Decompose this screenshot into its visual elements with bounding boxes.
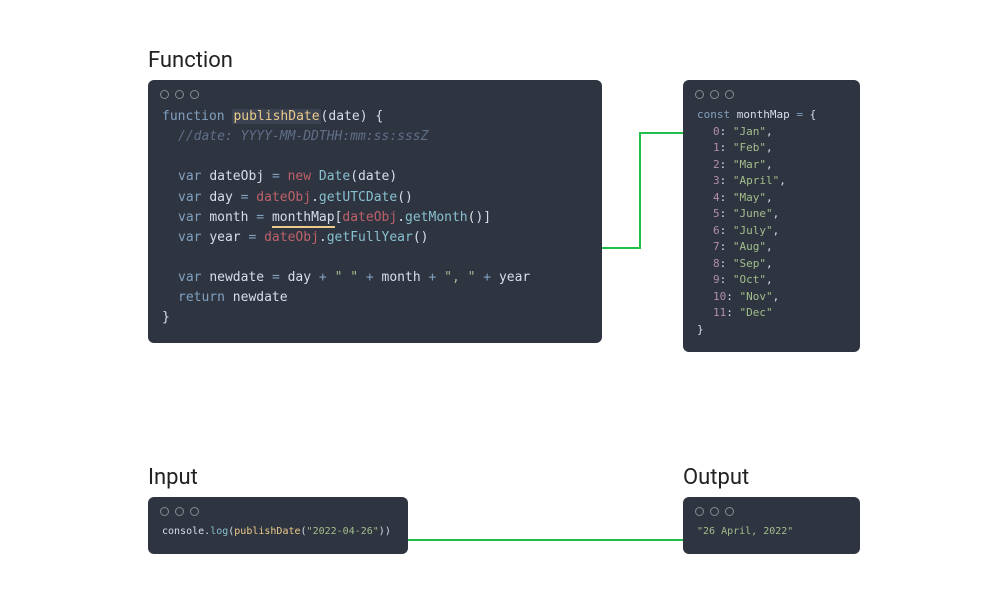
section-label-output: Output [683, 465, 749, 490]
window-dot-icon [725, 90, 734, 99]
code-body-function: function publishDate(date) {//date: YYYY… [148, 107, 602, 329]
code-body-monthmap: const monthMap = {0: "Jan",1: "Feb",2: "… [683, 107, 860, 338]
window-controls [683, 90, 860, 107]
window-controls [683, 507, 860, 524]
window-controls [148, 90, 602, 107]
code-body-input: console.log(publishDate("2022-04-26")) [148, 524, 408, 540]
code-window-output: "26 April, 2022" [683, 497, 860, 554]
window-dot-icon [695, 90, 704, 99]
window-dot-icon [710, 507, 719, 516]
window-dot-icon [160, 90, 169, 99]
window-dot-icon [695, 507, 704, 516]
code-body-output: "26 April, 2022" [683, 524, 860, 540]
window-dot-icon [190, 90, 199, 99]
code-window-input: console.log(publishDate("2022-04-26")) [148, 497, 408, 554]
code-window-monthmap: const monthMap = {0: "Jan",1: "Feb",2: "… [683, 80, 860, 352]
window-dot-icon [175, 90, 184, 99]
window-dot-icon [175, 507, 184, 516]
section-label-input: Input [148, 465, 198, 490]
section-label-function: Function [148, 48, 233, 73]
window-dot-icon [190, 507, 199, 516]
window-dot-icon [710, 90, 719, 99]
window-dot-icon [160, 507, 169, 516]
window-dot-icon [725, 507, 734, 516]
connector-func-to-map [602, 133, 683, 248]
window-controls [148, 507, 408, 524]
code-window-function: function publishDate(date) {//date: YYYY… [148, 80, 602, 343]
